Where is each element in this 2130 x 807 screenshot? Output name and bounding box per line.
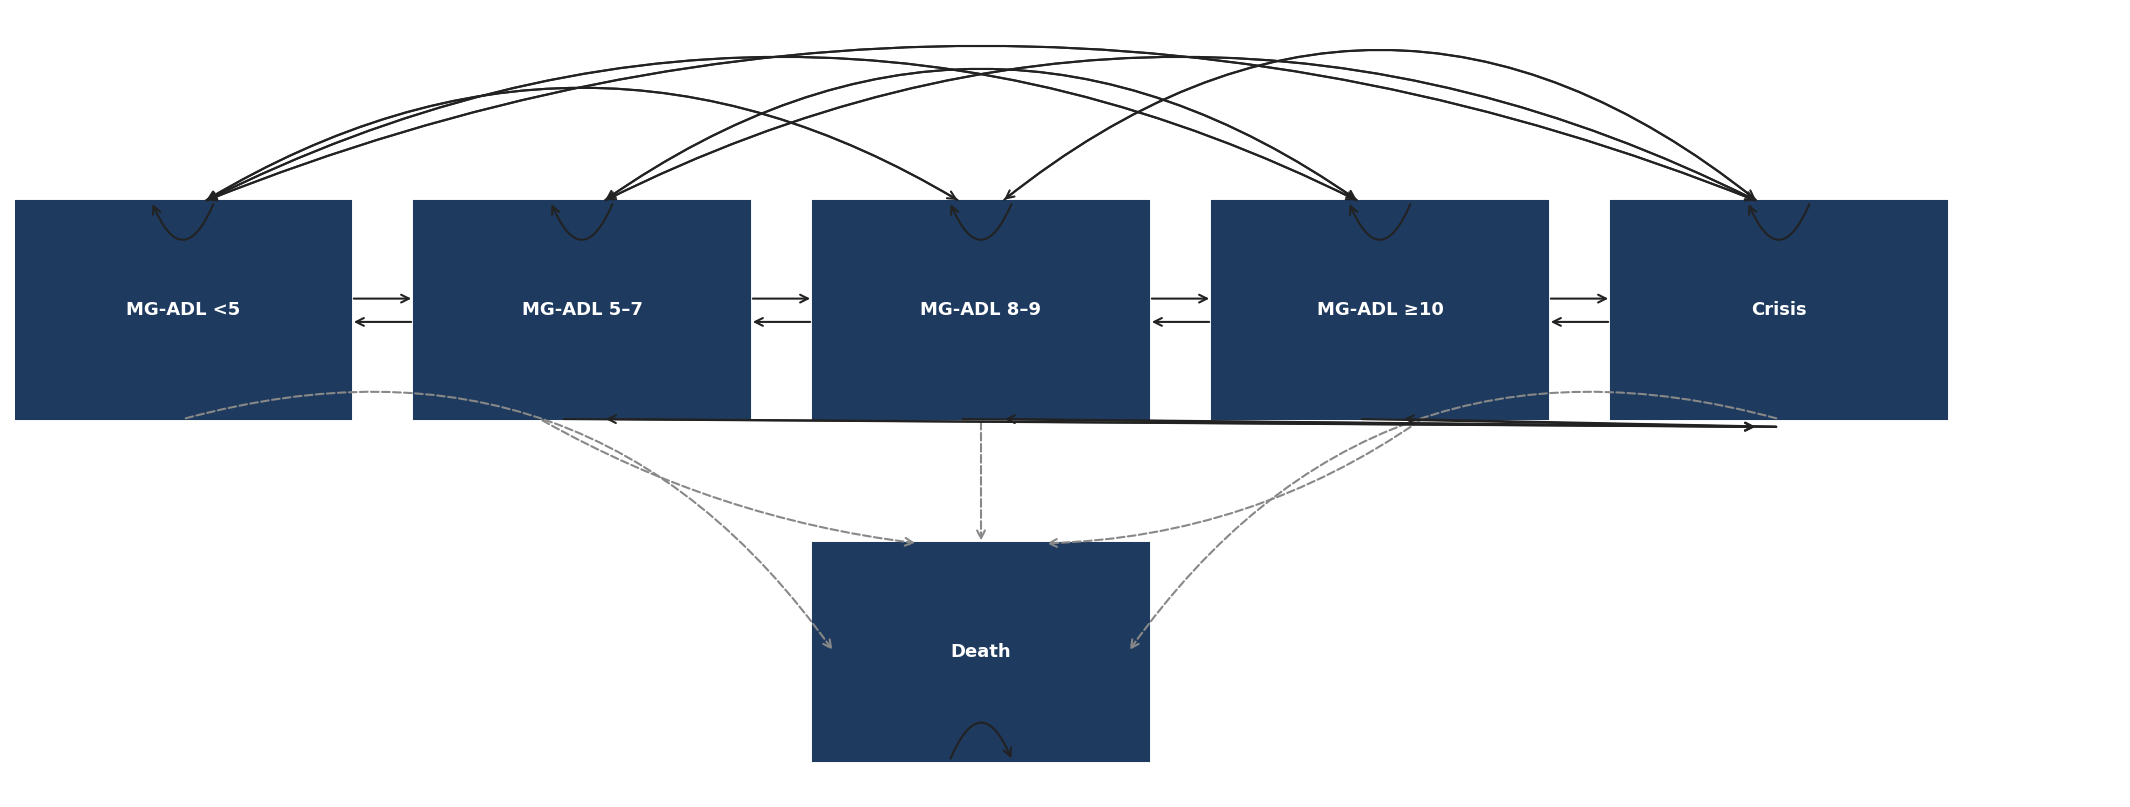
Text: Death: Death: [950, 643, 1012, 661]
FancyBboxPatch shape: [413, 202, 750, 419]
FancyBboxPatch shape: [1212, 202, 1549, 419]
Text: Crisis: Crisis: [1751, 301, 1806, 320]
Text: MG-ADL 8–9: MG-ADL 8–9: [920, 301, 1042, 320]
FancyBboxPatch shape: [1610, 202, 1947, 419]
Text: MG-ADL 5–7: MG-ADL 5–7: [522, 301, 643, 320]
FancyBboxPatch shape: [814, 202, 1148, 419]
Text: MG-ADL ≥10: MG-ADL ≥10: [1316, 301, 1444, 320]
FancyBboxPatch shape: [15, 202, 351, 419]
Text: MG-ADL <5: MG-ADL <5: [126, 301, 241, 320]
FancyBboxPatch shape: [814, 543, 1148, 761]
